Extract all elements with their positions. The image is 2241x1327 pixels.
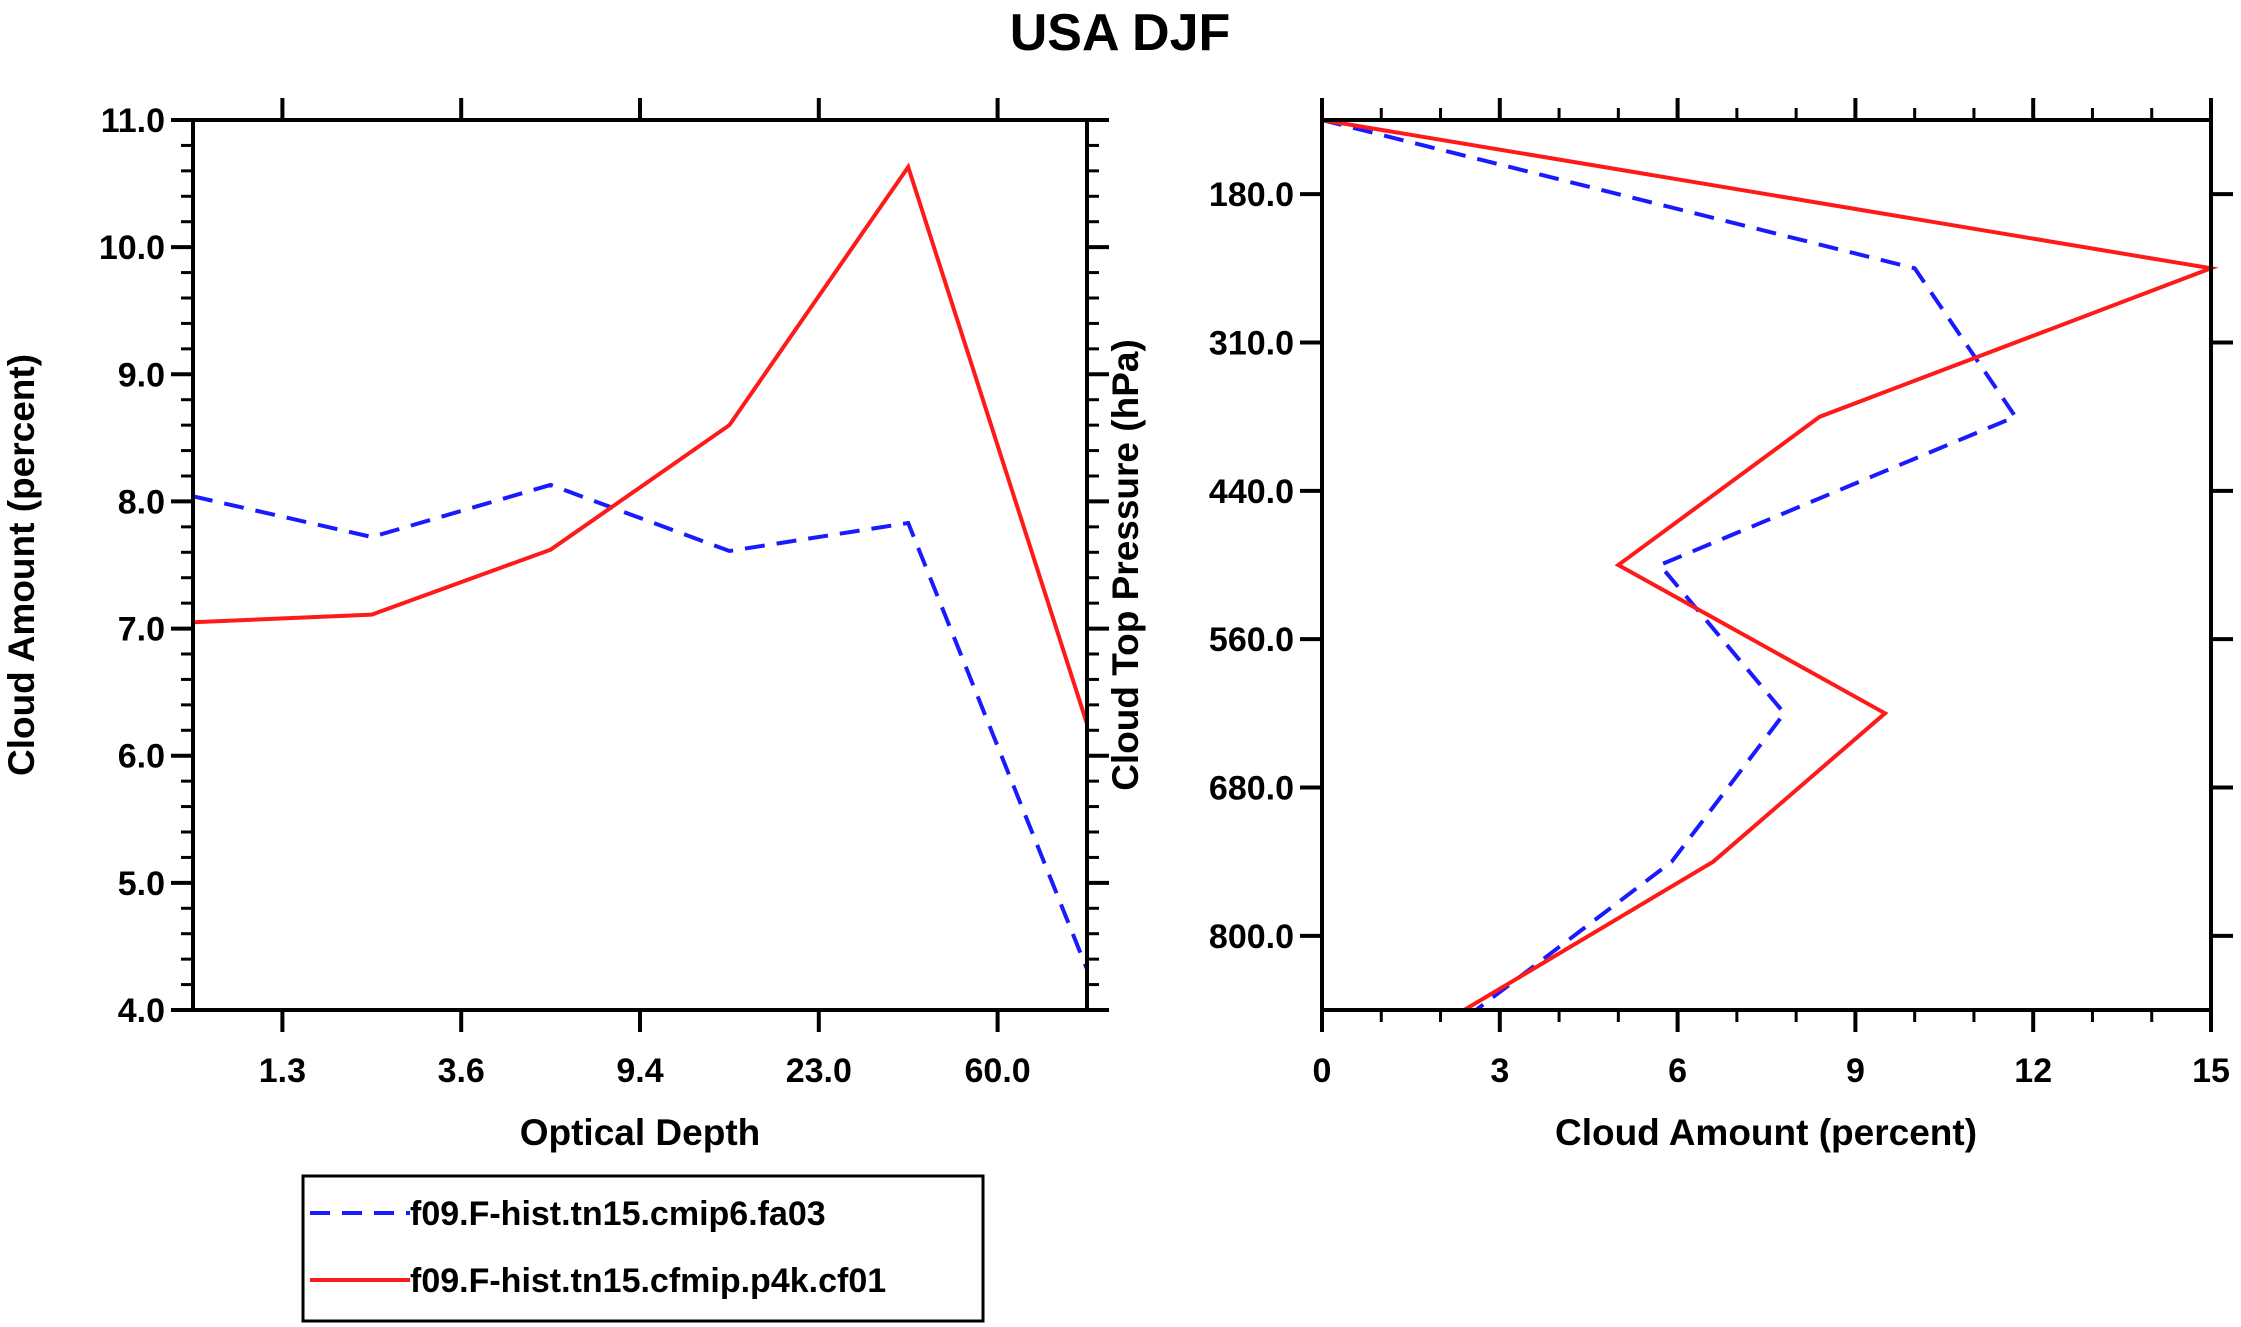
x-tick-label: 3.6 [438, 1052, 485, 1090]
y-axis-label: Cloud Amount (percent) [1, 354, 42, 776]
x-tick-label: 12 [2014, 1052, 2052, 1090]
legend: f09.F-hist.tn15.cmip6.fa03 f09.F-hist.tn… [301, 1174, 985, 1323]
legend-box [301, 1174, 985, 1323]
cloud-top-pressure-chart: 0 3 6 9 12 15 180.0 310.0 440.0 560.0 680.0 800.0 C… [1105, 98, 2233, 1153]
y-tick-label: 180.0 [1209, 176, 1294, 214]
y-axis-label: Cloud Top Pressure (hPa) [1105, 339, 1146, 791]
y-tick-label: 440.0 [1209, 473, 1294, 511]
y-tick-label: 560.0 [1209, 621, 1294, 659]
x-tick-label: 3 [1490, 1052, 1509, 1090]
y-tick-label: 11.0 [101, 102, 165, 140]
x-tick-label: 23.0 [786, 1052, 852, 1090]
x-tick-label: 9.4 [616, 1052, 663, 1090]
optical-depth-chart: 4.0 5.0 6.0 7.0 8.0 9.0 10.0 11.0 1.3 3.6 9.4 23.0 6… [1, 98, 1109, 1153]
figure-title: USA DJF [1010, 4, 1231, 62]
x-axis-label: Optical Depth [520, 1112, 761, 1153]
y-tick-label: 5.0 [118, 865, 165, 903]
y-tick-label: 4.0 [118, 992, 165, 1030]
x-tick-label: 15 [2192, 1052, 2230, 1090]
x-tick-label: 6 [1668, 1052, 1687, 1090]
series-line-1 [1321, 118, 2019, 1012]
y-tick-label: 10.0 [99, 229, 165, 267]
legend-label-series-2: f09.F-hist.tn15.cfmip.p4k.cf01 [410, 1262, 886, 1300]
x-tick-label: 1.3 [259, 1052, 306, 1090]
y-tick-label: 7.0 [118, 611, 165, 649]
y-tick-label: 680.0 [1209, 770, 1294, 808]
y-tick-label: 6.0 [118, 738, 165, 776]
y-tick-label: 310.0 [1209, 325, 1294, 363]
plot-frame [1320, 118, 2213, 1012]
x-tick-label: 60.0 [965, 1052, 1031, 1090]
legend-label-series-1: f09.F-hist.tn15.cmip6.fa03 [410, 1195, 826, 1233]
x-tick-label: 0 [1313, 1052, 1332, 1090]
x-axis-label: Cloud Amount (percent) [1555, 1112, 1977, 1153]
x-tick-label: 9 [1846, 1052, 1865, 1090]
y-tick-label: 8.0 [118, 483, 165, 521]
series-line-1 [192, 482, 1089, 971]
y-tick-label: 9.0 [118, 356, 165, 394]
series-line-2 [192, 162, 1089, 725]
y-tick-label: 800.0 [1209, 918, 1294, 956]
